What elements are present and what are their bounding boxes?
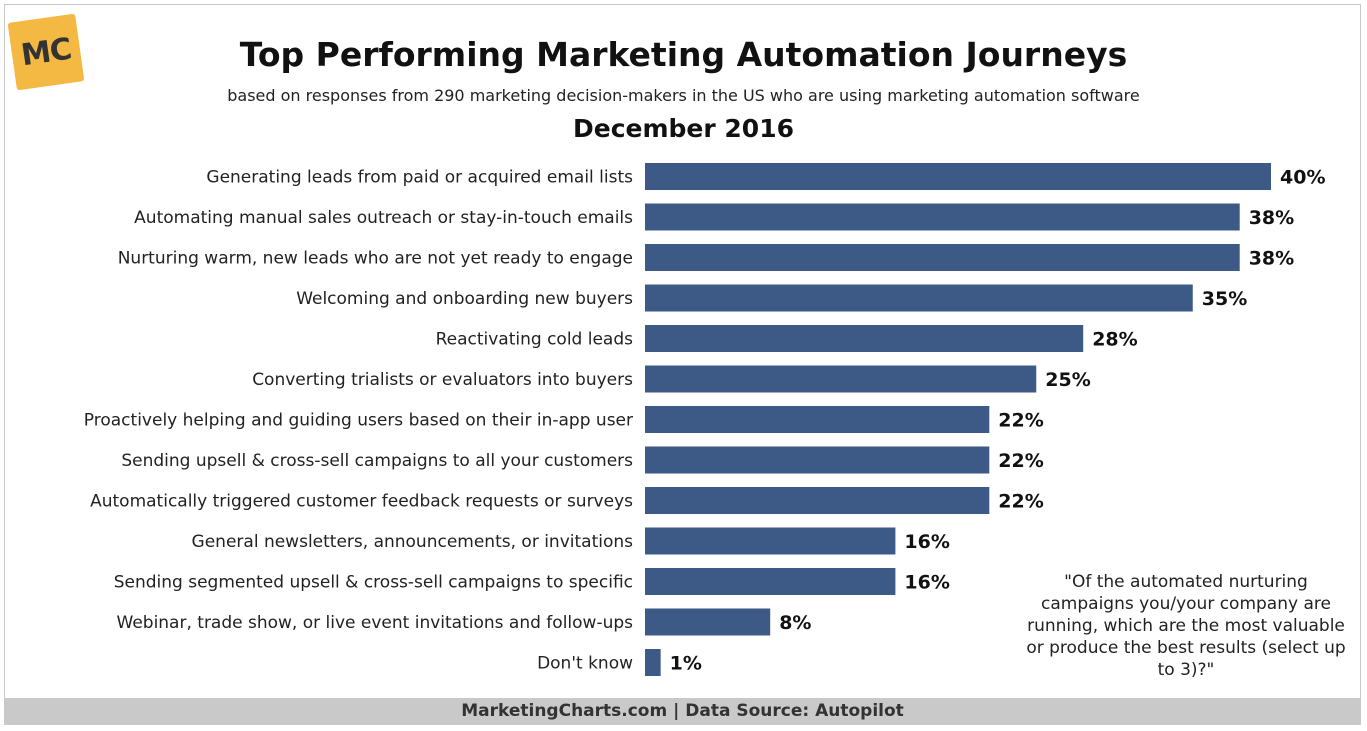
bar: [645, 325, 1084, 352]
bar: [645, 527, 896, 555]
category-label: Proactively helping and guiding users ba…: [84, 411, 633, 431]
bar: [645, 649, 661, 676]
value-label: 40%: [1280, 167, 1325, 189]
bar: [645, 406, 990, 433]
category-label: Sending upsell & cross-sell campaigns to…: [121, 451, 633, 471]
bar: [645, 365, 1037, 393]
bar: [645, 446, 990, 474]
bar: [645, 608, 771, 636]
value-label: 16%: [904, 572, 949, 594]
chart-frame: [4, 4, 1361, 725]
category-label: Nurturing warm, new leads who are not ye…: [118, 249, 633, 269]
bar: [645, 568, 896, 595]
category-label: Welcoming and onboarding new buyers: [296, 289, 633, 309]
category-label: Automating manual sales outreach or stay…: [134, 208, 633, 228]
category-label: Don't know: [537, 654, 633, 674]
category-label: Generating leads from paid or acquired e…: [206, 168, 633, 188]
value-label: 22%: [998, 450, 1043, 472]
bar: [645, 244, 1240, 271]
bar: [645, 203, 1240, 231]
category-label: Automatically triggered customer feedbac…: [90, 492, 633, 512]
value-label: 1%: [670, 653, 702, 675]
survey-question-note: "Of the automated nurturing campaigns yo…: [1026, 572, 1346, 680]
value-label: 38%: [1249, 248, 1294, 270]
bar: [645, 487, 990, 514]
bar: [645, 163, 1271, 190]
value-label: 8%: [779, 612, 811, 634]
category-label: General newsletters, announcements, or i…: [192, 532, 634, 552]
chart-date: December 2016: [573, 114, 794, 143]
value-label: 16%: [904, 531, 949, 553]
bar: [645, 284, 1193, 312]
value-label: 38%: [1249, 207, 1294, 229]
value-label: 35%: [1202, 288, 1247, 310]
source-footer: MarketingCharts.com | Data Source: Autop…: [4, 698, 1361, 725]
category-label: Sending segmented upsell & cross-sell ca…: [114, 573, 633, 593]
chart-subtitle: based on responses from 290 marketing de…: [227, 86, 1140, 105]
chart-title: Top Performing Marketing Automation Jour…: [239, 35, 1128, 74]
value-label: 25%: [1045, 369, 1090, 391]
value-label: 22%: [998, 410, 1043, 432]
category-label: Reactivating cold leads: [436, 330, 634, 350]
category-label: Webinar, trade show, or live event invit…: [117, 613, 634, 633]
value-label: 28%: [1092, 329, 1137, 351]
category-label: Converting trialists or evaluators into …: [252, 370, 633, 390]
value-label: 22%: [998, 491, 1043, 513]
